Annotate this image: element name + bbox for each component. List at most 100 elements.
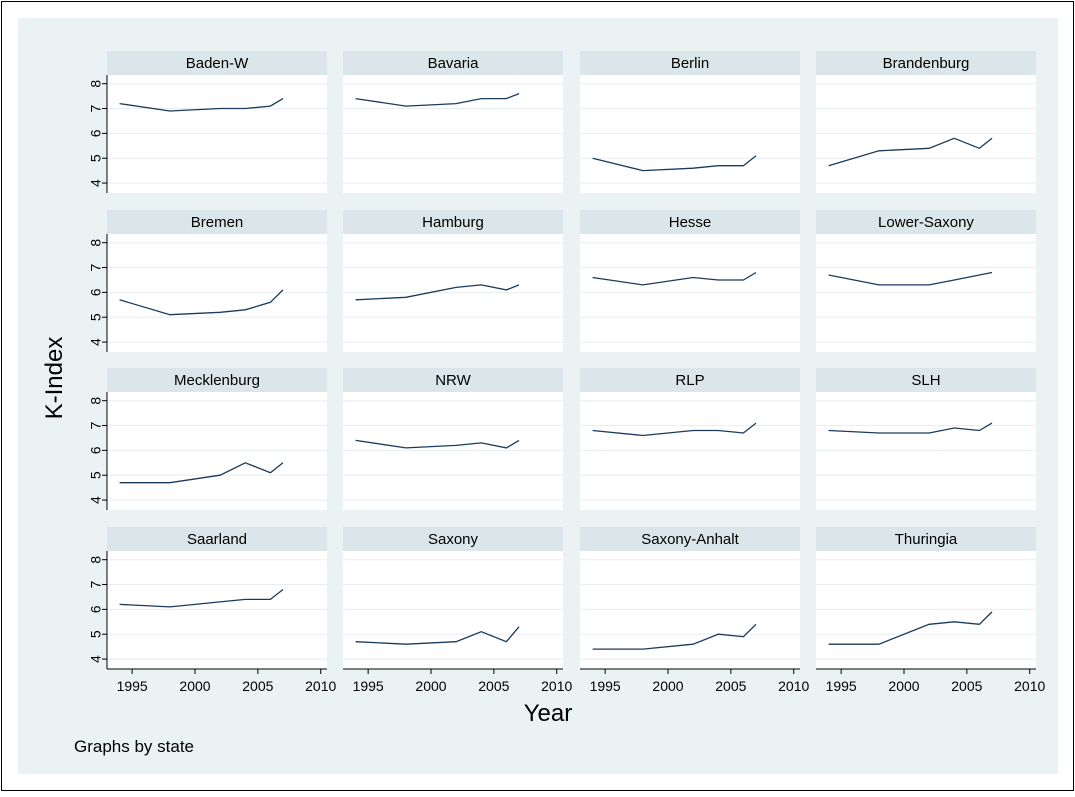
plot-area: [343, 75, 563, 193]
panel-title: Saxony: [428, 531, 479, 548]
plot-area: [107, 551, 327, 669]
y-tick-label: 7: [88, 104, 104, 112]
panel-title: Bavaria: [428, 55, 480, 72]
x-tick-label: 1995: [117, 678, 148, 694]
plot-area: [343, 234, 563, 352]
y-tick-label: 4: [88, 655, 104, 663]
y-tick-label: 4: [88, 338, 104, 346]
plot-area: [107, 75, 327, 193]
y-tick-label: 6: [88, 605, 104, 613]
plot-area: [343, 392, 563, 510]
series-line: [592, 271, 757, 286]
panel-thuringia: Thuringia 1995 2000 2005 2010: [816, 527, 1045, 694]
y-tick-label: 6: [88, 446, 104, 454]
panel-hesse: Hesse: [580, 210, 800, 352]
series-line: [355, 439, 520, 449]
y-tick-label: 8: [88, 397, 104, 405]
panel-lower-saxony: Lower-Saxony: [816, 210, 1036, 352]
panel-title: Hesse: [669, 214, 712, 231]
y-tick-label: 8: [88, 239, 104, 247]
x-tick-label: 2005: [242, 678, 273, 694]
panel-title: Saarland: [187, 531, 247, 548]
x-tick-label: 2000: [652, 678, 683, 694]
panel-saarland: Saarland 4 5 6 7 8 1995 2000 2005 2010: [88, 527, 336, 694]
panel-strip: [343, 51, 563, 75]
plot-area: [343, 551, 563, 669]
y-axis-title: K-Index: [41, 337, 68, 420]
panel-saxony-anhalt: Saxony-Anhalt 1995 2000 2005 2010: [580, 527, 809, 694]
x-tick-label: 2005: [951, 678, 982, 694]
plot-area: [816, 75, 1036, 193]
y-tick-label: 4: [88, 179, 104, 187]
series-line: [355, 626, 520, 645]
x-tick-label: 2010: [541, 678, 572, 694]
panel-saxony: Saxony 1995 2000 2005 2010: [343, 527, 572, 694]
panel-title: RLP: [675, 372, 704, 389]
panel-bremen: Bremen 4 5 6 7 8: [88, 210, 327, 352]
y-tick-label: 6: [88, 288, 104, 296]
series-line: [119, 462, 284, 484]
plot-area: [580, 75, 800, 193]
x-tick-label: 1995: [353, 678, 384, 694]
panel-strip: [816, 368, 1036, 392]
y-tick-label: 4: [88, 496, 104, 504]
panel-title: SLH: [911, 372, 940, 389]
series-line: [119, 98, 284, 112]
plot-area: [816, 234, 1036, 352]
y-tick-label: 8: [88, 80, 104, 88]
panel-bavaria: Bavaria: [343, 51, 563, 193]
panel-title: Berlin: [671, 55, 709, 72]
plot-area: [816, 551, 1036, 669]
panel-strip: [343, 527, 563, 551]
x-tick-label: 2005: [478, 678, 509, 694]
y-tick-label: 8: [88, 556, 104, 564]
panel-title: Bremen: [191, 214, 244, 231]
panel-strip: [816, 210, 1036, 234]
panel-strip: [107, 51, 327, 75]
panel-title: Baden-W: [186, 55, 249, 72]
x-tick-label: 2010: [305, 678, 336, 694]
x-tick-label: 2010: [1014, 678, 1045, 694]
plot-area: [107, 234, 327, 352]
graphs-by-note: Graphs by state: [74, 737, 194, 756]
x-tick-label: 2000: [179, 678, 210, 694]
plot-area: [580, 234, 800, 352]
y-tick-label: 5: [88, 154, 104, 162]
panel-title: NRW: [435, 372, 471, 389]
panel-strip: [580, 527, 800, 551]
series-line: [828, 137, 993, 167]
panel-hamburg: Hamburg: [343, 210, 563, 352]
x-tick-label: 2010: [778, 678, 809, 694]
panel-title: Hamburg: [422, 214, 484, 231]
x-tick-label: 1995: [590, 678, 621, 694]
panel-strip: [580, 210, 800, 234]
y-tick-label: 6: [88, 129, 104, 137]
plot-area: [107, 392, 327, 510]
panel-strip: [580, 368, 800, 392]
y-tick-label: 7: [88, 263, 104, 271]
panel-brandenburg: Brandenburg: [816, 51, 1036, 193]
series-line: [828, 271, 993, 286]
panel-strip: [580, 51, 800, 75]
y-tick-label: 7: [88, 421, 104, 429]
panel-slh: SLH: [816, 368, 1036, 510]
series-line: [592, 422, 757, 437]
series-line: [119, 289, 284, 316]
panel-mecklenburg: Mecklenburg 4 5 6 7 8: [88, 368, 327, 510]
panel-title: Lower-Saxony: [878, 214, 974, 231]
panel-title: Thuringia: [895, 531, 958, 548]
x-tick-label: 2000: [888, 678, 919, 694]
series-line: [592, 623, 757, 650]
panel-baden-w: Baden-W 4 5 6 7 8: [88, 51, 327, 193]
panel-berlin: Berlin: [580, 51, 800, 193]
panel-strip: [343, 368, 563, 392]
panel-nrw: NRW: [343, 368, 563, 510]
plot-area: [816, 392, 1036, 510]
y-tick-label: 7: [88, 580, 104, 588]
series-line: [355, 92, 520, 107]
plot-area: [580, 392, 800, 510]
y-tick-label: 5: [88, 471, 104, 479]
y-tick-label: 5: [88, 313, 104, 321]
